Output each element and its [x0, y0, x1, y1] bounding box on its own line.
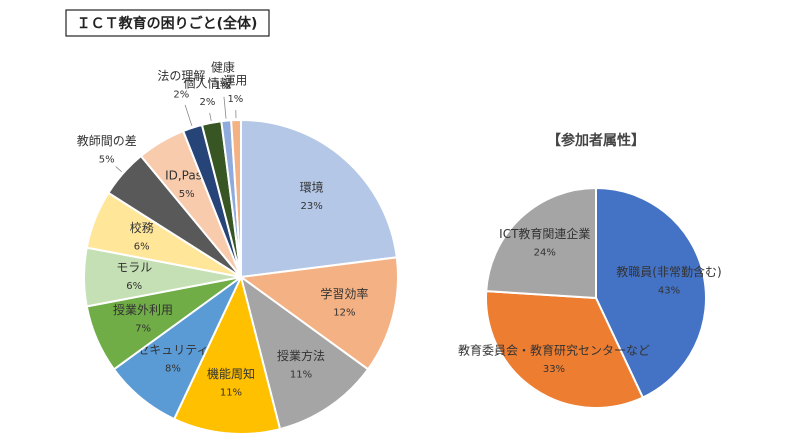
value-label: 1%	[227, 94, 243, 105]
slice-label: 授業方法	[277, 348, 325, 363]
value-label: 1%	[215, 81, 231, 92]
slice-label: 機能周知	[207, 366, 255, 381]
value-label: 33%	[543, 364, 565, 375]
value-label: 11%	[220, 387, 242, 398]
value-label: 7%	[135, 323, 151, 334]
slice-label: ID,Pass	[165, 169, 208, 183]
pie-slice	[240, 118, 398, 279]
slice-label: 教育委員会・教育研究センターなど	[458, 342, 650, 357]
slice-label: モラル	[116, 261, 152, 275]
value-label: 2%	[200, 97, 216, 108]
value-label: 24%	[534, 247, 556, 258]
slice-label: 健康	[211, 59, 235, 74]
value-label: 11%	[290, 369, 312, 380]
slice-label: 個人情報	[183, 77, 231, 91]
slice-label: 授業外利用	[113, 302, 173, 317]
pie-slice	[595, 186, 707, 399]
value-label: 8%	[165, 363, 181, 374]
pie-slice	[485, 290, 645, 409]
value-label: 43%	[658, 286, 680, 297]
value-label: 5%	[99, 155, 115, 166]
slice-label: 校務	[130, 220, 154, 235]
slice-label: 運用	[223, 74, 247, 88]
slice-label: 学習効率	[320, 286, 368, 301]
value-label: 2%	[173, 89, 189, 100]
value-label: 5%	[179, 189, 195, 200]
pie-slice	[239, 274, 370, 431]
leader-line	[223, 96, 227, 119]
value-label: 6%	[134, 242, 150, 253]
slice-label: 法の理解	[157, 69, 205, 83]
pie-slice	[230, 118, 242, 278]
pie-slice	[238, 256, 399, 371]
chart-title: 【参加者属性】	[547, 132, 645, 149]
value-label: 12%	[333, 308, 355, 319]
slice-label: セキュリティ	[137, 343, 208, 357]
slice-label: 教職員(非常勤含む)	[616, 264, 721, 279]
title-box	[65, 9, 270, 37]
value-label: 6%	[126, 281, 142, 292]
slice-label: ICT教育関連企業	[499, 226, 590, 241]
chart-title: ＩＣＴ教育の困りごと(全体)	[77, 15, 258, 32]
leader-line	[115, 166, 122, 173]
slice-label: 教師間の差	[77, 133, 137, 148]
value-label: 23%	[300, 201, 322, 212]
slice-label: 環境	[300, 179, 324, 194]
pie-slice	[485, 186, 597, 300]
pie-slice	[172, 274, 282, 435]
leader-line	[184, 104, 193, 126]
leader-line	[209, 112, 212, 121]
